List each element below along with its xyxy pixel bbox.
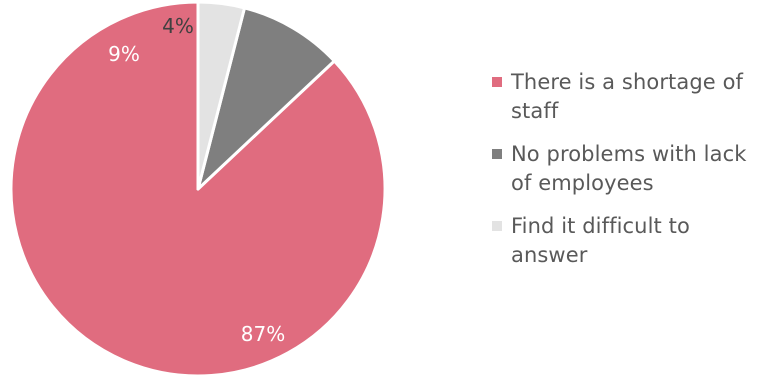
pie-slice-no-problems — [196, 6, 336, 191]
legend-label-shortage-of-staff: There is a shortage of staff — [511, 70, 744, 123]
data-label-difficult-to-answer: 4% — [162, 14, 194, 38]
legend-label-no-problems: No problems with lack of employees — [511, 142, 747, 195]
legend-swatch-no-problems — [492, 149, 502, 159]
legend-swatch-shortage-of-staff — [492, 77, 502, 87]
chart-legend: There is a shortage of staff No problems… — [492, 68, 752, 284]
data-label-shortage-of-staff: 87% — [241, 322, 285, 346]
pie-slice-difficult-to-answer — [196, 0, 247, 191]
legend-item-shortage-of-staff: There is a shortage of staff — [492, 68, 752, 126]
data-label-no-problems: 9% — [108, 42, 140, 66]
legend-swatch-difficult-to-answer — [492, 221, 502, 231]
legend-item-no-problems: No problems with lack of employees — [492, 140, 752, 198]
legend-label-difficult-to-answer: Find it difficult to answer — [511, 214, 690, 267]
legend-item-difficult-to-answer: Find it difficult to answer — [492, 212, 752, 270]
